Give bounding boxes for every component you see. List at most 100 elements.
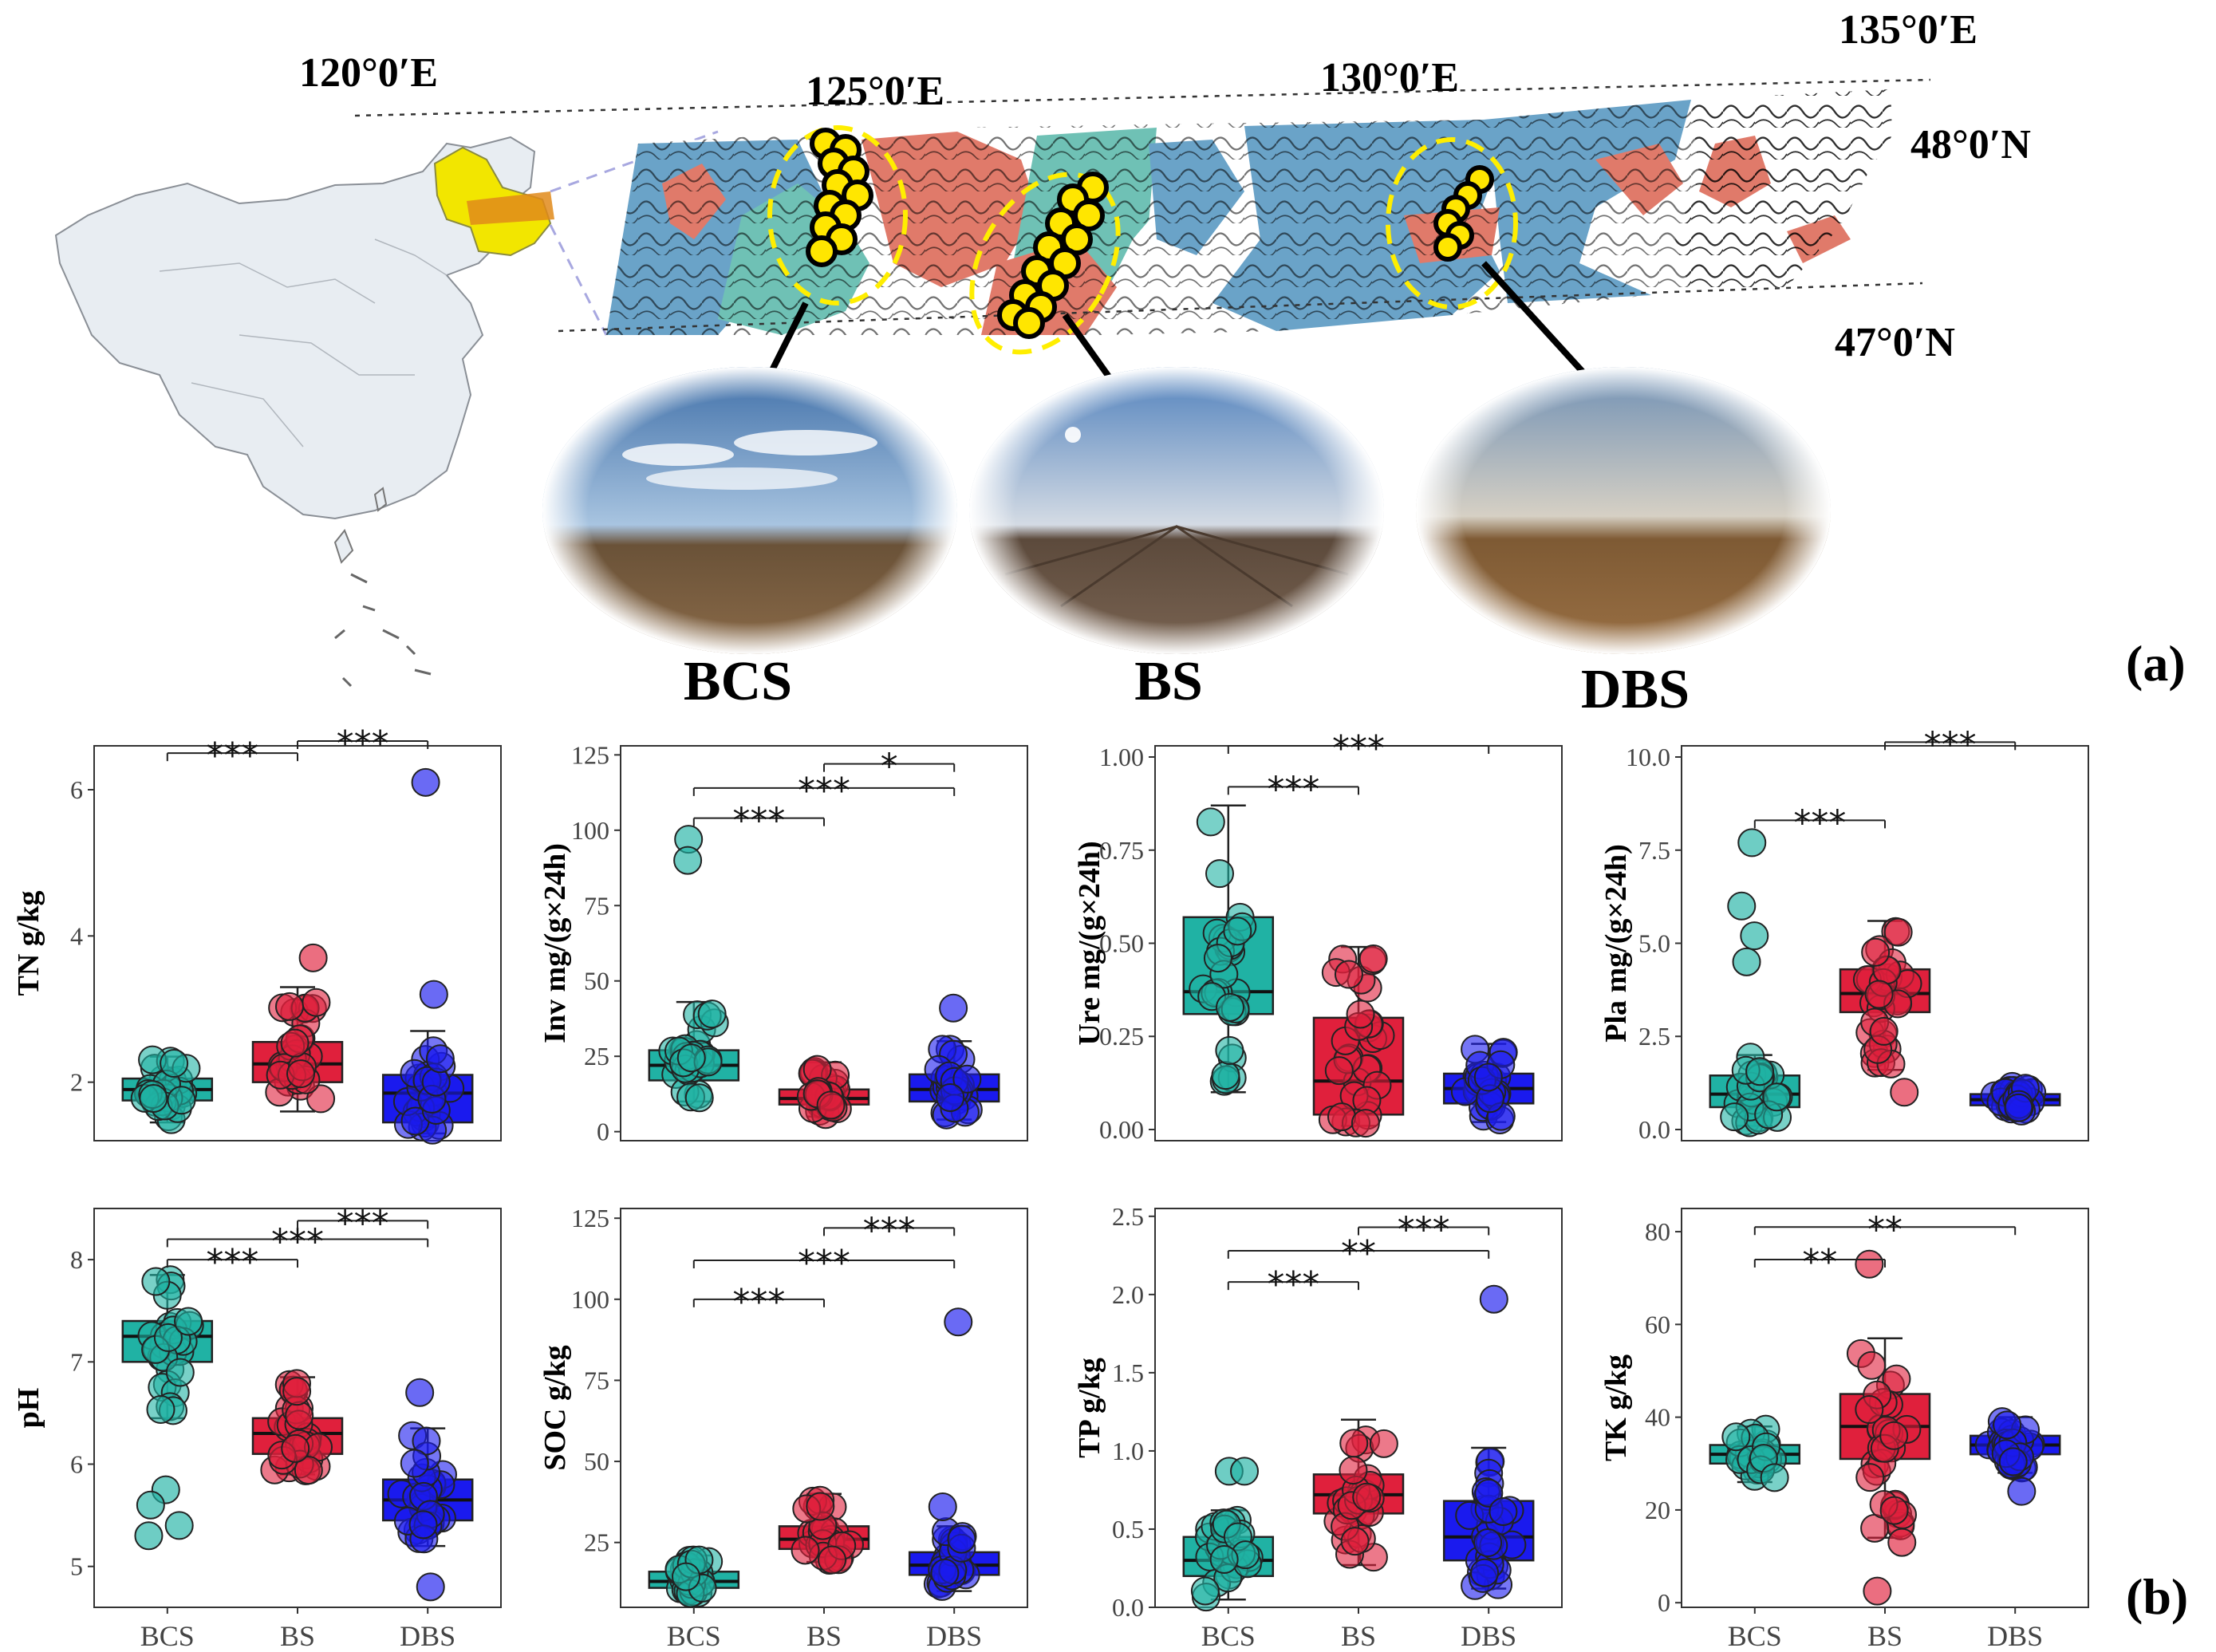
lat-48-label: 48°0′N (1910, 122, 2031, 168)
data-point (1334, 960, 1363, 989)
y-tick-label: 60 (1645, 1310, 1670, 1339)
data-point (684, 1083, 714, 1113)
outlier-point (136, 1490, 165, 1520)
data-point (816, 1090, 846, 1120)
data-point (408, 1510, 438, 1540)
y-tick-label: 75 (584, 891, 609, 920)
outlier-point (1890, 1078, 1919, 1107)
data-point (306, 1084, 336, 1114)
site-label-dbs: DBS (1580, 659, 1690, 720)
lon-130-label: 130°0′E (1320, 55, 1460, 101)
outlier-point (411, 767, 440, 797)
data-point (672, 1562, 701, 1591)
y-axis-label: pH (12, 1388, 45, 1429)
site-photo-dbs (1416, 367, 1831, 654)
boxplot-soc: SOC g/kg 25 50 75 100 125 BCS BS DBS *** *** *** (538, 1204, 1028, 1651)
y-tick-label: 2.5 (1638, 1022, 1670, 1051)
data-point (697, 999, 727, 1029)
y-tick-label: 0.50 (1099, 929, 1144, 958)
y-tick-label: 25 (584, 1528, 609, 1557)
sig-label: *** (863, 1210, 916, 1251)
panel-a-label: (a) (2126, 635, 2186, 692)
outlier-point (928, 1492, 957, 1521)
y-tick-label: 0.0 (1112, 1593, 1144, 1622)
y-tick-label: 125 (571, 740, 609, 769)
data-point (1223, 917, 1252, 946)
sig-label: *** (1793, 802, 1846, 843)
data-point (412, 1426, 441, 1456)
x-tick-label: DBS (400, 1620, 455, 1651)
data-point (1855, 1463, 1885, 1492)
x-tick-label: BS (1341, 1620, 1376, 1651)
data-point (1196, 807, 1225, 837)
data-point (294, 1456, 323, 1485)
boxplot-pla: Pla mg/(g×24h) 0.0 2.5 5.0 7.5 10.0 *** *** (1599, 724, 2089, 1144)
site-markers-dbs (1386, 137, 1518, 310)
data-point (1215, 1035, 1244, 1065)
y-tick-label: 100 (571, 816, 609, 845)
data-point (400, 1449, 429, 1478)
site-photo-bs (969, 367, 1384, 654)
data-point (1211, 1061, 1240, 1090)
data-point (1358, 944, 1388, 974)
outlier-point (1479, 1284, 1508, 1314)
y-tick-label: 6 (70, 1450, 83, 1479)
data-point (1203, 944, 1232, 973)
y-tick-label: 10.0 (1626, 743, 1670, 771)
data-point (1883, 917, 1913, 947)
y-tick-label: 2.5 (1112, 1202, 1144, 1231)
data-point (1339, 1456, 1368, 1485)
x-tick-label: BCS (1728, 1620, 1782, 1651)
data-point (930, 1558, 960, 1587)
y-tick-label: 1.0 (1112, 1437, 1144, 1465)
data-point (806, 1492, 835, 1521)
y-tick-label: 7 (70, 1347, 83, 1376)
data-point (146, 1394, 175, 1424)
y-axis-label: TK g/kg (1599, 1354, 1633, 1461)
outlier-point (2007, 1477, 2037, 1506)
y-tick-label: 6 (70, 775, 83, 804)
boxplot-tk: TK g/kg 0 20 40 60 80 BCS BS DBS ** ** (1599, 1208, 2089, 1651)
data-point (160, 1049, 189, 1078)
x-tick-label: DBS (1987, 1620, 2043, 1651)
data-point (1721, 1422, 1751, 1452)
y-tick-label: 25 (584, 1042, 609, 1070)
sig-label: ** (1341, 1233, 1376, 1274)
data-point (281, 1433, 310, 1463)
lat-47-label: 47°0′N (1835, 320, 1955, 365)
sig-label: *** (206, 1242, 258, 1283)
data-point (302, 988, 331, 1017)
y-tick-label: 40 (1645, 1403, 1670, 1432)
panel-a-map (54, 78, 1931, 688)
boxplot-ure: Ure mg/(g×24h) 0.00 0.25 0.50 0.75 1.00 *** *** (1073, 728, 1563, 1144)
y-tick-label: 8 (70, 1245, 83, 1274)
data-point (1346, 999, 1375, 1029)
data-point (139, 1083, 168, 1113)
y-axis-label: Inv mg/(g×24h) (538, 843, 572, 1043)
outlier-point (1740, 921, 1769, 951)
x-tick-label: BS (1867, 1620, 1903, 1651)
data-point (1327, 1102, 1356, 1132)
data-point (947, 1524, 976, 1554)
data-point (1882, 1364, 1911, 1394)
x-tick-label: DBS (926, 1620, 982, 1651)
data-point (1998, 1447, 2028, 1477)
data-point (274, 992, 304, 1021)
data-point (1339, 1429, 1369, 1458)
data-point (1473, 1528, 1503, 1558)
data-point (1720, 1102, 1749, 1132)
y-tick-label: 4 (70, 921, 83, 950)
x-tick-label: BCS (1201, 1620, 1256, 1651)
outlier-point (1737, 828, 1767, 858)
outlier-point (1887, 1528, 1917, 1557)
y-axis-label: SOC g/kg (538, 1345, 572, 1470)
data-point (1489, 1496, 1518, 1526)
y-tick-label: 100 (571, 1285, 609, 1314)
x-tick-label: DBS (1461, 1620, 1516, 1651)
y-tick-label: 80 (1645, 1217, 1670, 1246)
x-tick-label: BS (280, 1620, 315, 1651)
data-point (1470, 1558, 1500, 1587)
y-tick-label: 50 (584, 967, 609, 996)
